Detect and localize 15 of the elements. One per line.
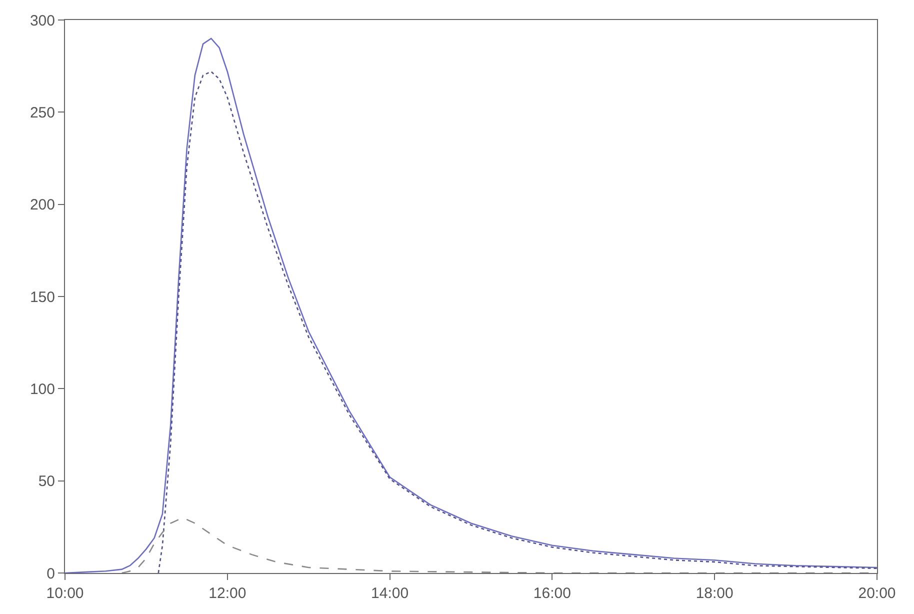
y-tick-label: 250 — [30, 104, 55, 122]
x-tick-label: 14:00 — [371, 585, 409, 602]
y-tick-label: 50 — [38, 473, 55, 490]
y-tick-label: 200 — [30, 196, 55, 214]
y-tick-label: 100 — [30, 380, 55, 398]
x-tick-label: 20:00 — [858, 585, 896, 602]
y-tick-label: 150 — [30, 288, 55, 306]
y-tick-label: 0 — [46, 565, 55, 582]
x-tick-label: 18:00 — [696, 585, 734, 602]
x-tick-label: 12:00 — [208, 585, 246, 602]
y-tick-label: 300 — [30, 12, 55, 30]
line-series — [158, 70, 877, 573]
x-tick-label: 16:00 — [533, 585, 571, 602]
x-tick-label: 10:00 — [46, 585, 84, 602]
line-series — [65, 38, 877, 573]
